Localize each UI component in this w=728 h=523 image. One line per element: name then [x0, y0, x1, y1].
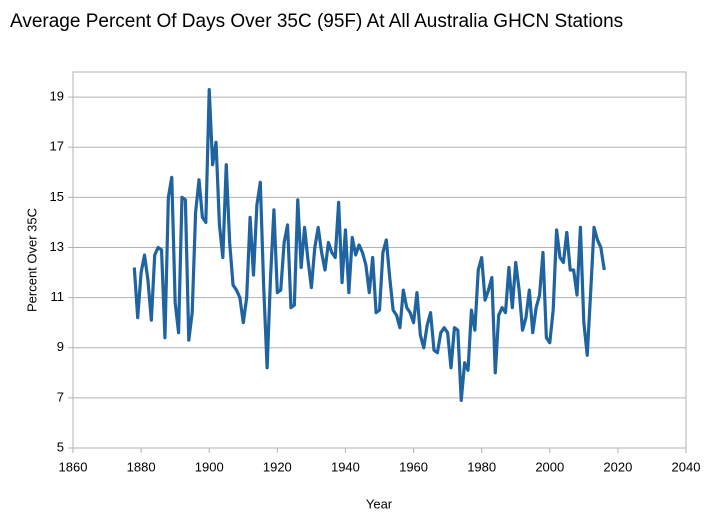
x-tick-label: 1860	[59, 459, 88, 474]
x-tick-label: 1960	[399, 459, 428, 474]
y-tick-label: 17	[50, 139, 64, 154]
y-tick-label: 7	[57, 389, 64, 404]
x-tick-label: 2040	[672, 459, 701, 474]
y-tick-label: 9	[57, 339, 64, 354]
y-tick-label: 19	[50, 89, 64, 104]
y-tick-label: 15	[50, 189, 64, 204]
x-tick-label: 1940	[331, 459, 360, 474]
x-tick-label: 1900	[195, 459, 224, 474]
y-tick-label: 13	[50, 239, 64, 254]
chart-title: Average Percent Of Days Over 35C (95F) A…	[10, 11, 623, 32]
x-tick-label: 1920	[263, 459, 292, 474]
y-axis-label: Percent Over 35C	[24, 208, 39, 312]
data-line	[132, 87, 606, 402]
plot-frame	[72, 71, 687, 449]
x-axis-label: Year	[366, 496, 393, 511]
x-tick-label: 1880	[127, 459, 156, 474]
x-tick-label: 2020	[603, 459, 632, 474]
y-tick-label: 5	[57, 439, 64, 454]
x-tick-label: 1980	[467, 459, 496, 474]
x-tick-label: 2000	[535, 459, 564, 474]
y-tick-label: 11	[51, 289, 65, 304]
